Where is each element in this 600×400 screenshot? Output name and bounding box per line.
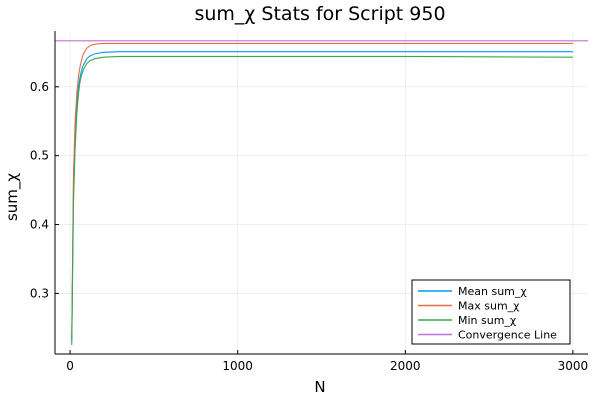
- legend-label: Mean sum_χ: [458, 285, 527, 298]
- ticks: 0 1000 2000 3000 0.3 0.4 0.5 0.6: [30, 80, 588, 373]
- y-tick-label: 0.5: [30, 149, 49, 163]
- y-axis-label: sum_χ: [3, 173, 22, 221]
- legend-label: Max sum_χ: [458, 300, 520, 313]
- grid: [55, 31, 588, 354]
- legend-label: Convergence Line: [458, 329, 557, 342]
- series-layer: [55, 40, 588, 346]
- legend-box: [411, 279, 571, 345]
- x-tick-label: 2000: [390, 359, 421, 373]
- y-tick-label: 0.3: [30, 286, 49, 300]
- x-tick-label: 3000: [558, 359, 589, 373]
- x-tick-label: 1000: [222, 359, 253, 373]
- axes: [54, 31, 588, 355]
- series-line-2: [71, 42, 573, 339]
- y-tick-label: 0.4: [30, 218, 49, 232]
- x-tick-label: 0: [66, 359, 74, 373]
- series-line-1: [71, 51, 573, 342]
- x-axis-label: N: [314, 378, 325, 396]
- legend-label: Min sum_χ: [458, 314, 517, 327]
- y-tick-label: 0.6: [30, 80, 49, 94]
- series-line-3: [71, 55, 573, 346]
- chart-title: sum_χ Stats for Script 950: [194, 3, 445, 25]
